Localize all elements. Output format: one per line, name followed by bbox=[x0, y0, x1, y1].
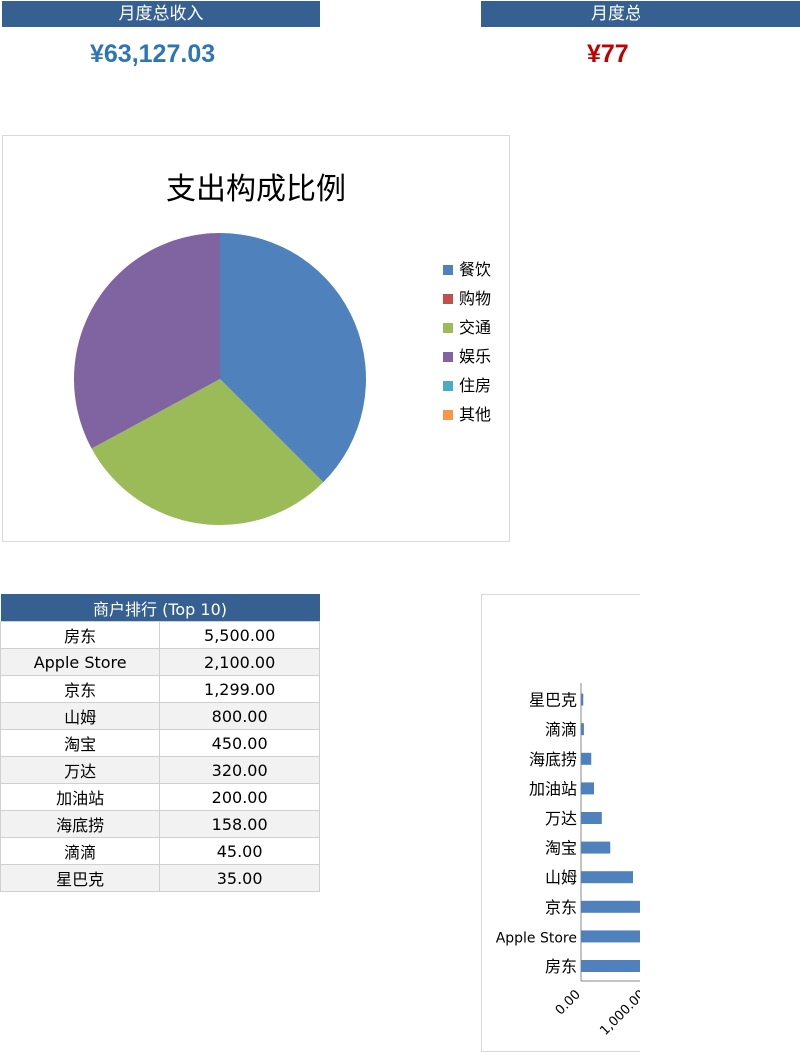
legend-swatch bbox=[443, 294, 453, 304]
table-row: 海底捞 158.00 bbox=[0, 810, 320, 838]
table-row: 加油站 200.00 bbox=[0, 783, 320, 811]
table-row: 房东 5,500.00 bbox=[0, 621, 320, 649]
bar-淘宝 bbox=[581, 841, 611, 854]
bar-京东 bbox=[581, 900, 652, 913]
legend-label: 餐饮 bbox=[459, 260, 492, 279]
income-header: 月度总收入 bbox=[2, 1, 320, 27]
merchant-amount: 320.00 bbox=[159, 756, 320, 784]
income-value: ¥63,127.03 bbox=[90, 40, 216, 68]
legend-label: 购物 bbox=[459, 289, 492, 308]
bar-label: 加油站 bbox=[529, 779, 577, 798]
merchant-name: 滴滴 bbox=[0, 837, 161, 865]
merchant-amount: 1,299.00 bbox=[159, 675, 320, 703]
merchant-name: 京东 bbox=[0, 675, 161, 703]
merchant-table: 商户排行 (Top 10) 房东 5,500.00 Apple Store 2,100… bbox=[0, 594, 320, 892]
bar-山姆 bbox=[581, 871, 633, 884]
merchant-name: 淘宝 bbox=[0, 729, 161, 757]
bar-海底捞 bbox=[581, 752, 592, 765]
bar-label: 京东 bbox=[545, 898, 577, 917]
merchant-name: 山姆 bbox=[0, 702, 161, 730]
merchant-name: Apple Store bbox=[0, 648, 161, 676]
x-tick-label: 0.00 bbox=[553, 987, 584, 1018]
legend-swatch bbox=[443, 381, 453, 391]
merchant-amount: 45.00 bbox=[159, 837, 320, 865]
legend-swatch bbox=[443, 265, 453, 275]
bar-label: 淘宝 bbox=[545, 839, 577, 858]
bar-Apple Store bbox=[581, 930, 652, 943]
merchant-name: 星巴克 bbox=[0, 864, 161, 892]
pie-slice-餐饮 bbox=[220, 233, 366, 483]
legend-swatch bbox=[443, 352, 453, 362]
merchant-amount: 2,100.00 bbox=[159, 648, 320, 676]
clipped-area bbox=[640, 0, 800, 1053]
table-row: Apple Store 2,100.00 bbox=[0, 648, 320, 676]
bar-万达 bbox=[581, 812, 602, 824]
header-overlay bbox=[640, 1, 800, 27]
bar-label: 滴滴 bbox=[545, 720, 577, 739]
bar-加油站 bbox=[581, 782, 594, 795]
merchant-amount: 5,500.00 bbox=[159, 621, 320, 649]
legend-item: 交通 bbox=[443, 314, 491, 338]
merchant-amount: 158.00 bbox=[159, 810, 320, 838]
table-row: 万达 320.00 bbox=[0, 756, 320, 784]
bar-label: 房东 bbox=[545, 957, 577, 976]
legend-label: 娱乐 bbox=[459, 347, 492, 366]
bar-房东 bbox=[581, 960, 652, 972]
merchant-name: 房东 bbox=[0, 621, 161, 649]
table-row: 京东 1,299.00 bbox=[0, 675, 320, 703]
legend-swatch bbox=[443, 410, 453, 420]
merchant-name: 加油站 bbox=[0, 783, 161, 811]
merchant-amount: 200.00 bbox=[159, 783, 320, 811]
table-row: 星巴克 35.00 bbox=[0, 864, 320, 892]
legend-swatch bbox=[443, 323, 453, 333]
bar-label: 万达 bbox=[545, 809, 577, 828]
bar-星巴克 bbox=[581, 693, 584, 706]
table-row: 山姆 800.00 bbox=[0, 702, 320, 730]
legend-item: 住房 bbox=[443, 372, 491, 396]
pie-slice-娱乐 bbox=[73, 233, 220, 449]
merchant-amount: 35.00 bbox=[159, 864, 320, 892]
merchant-amount: 450.00 bbox=[159, 729, 320, 757]
legend-item: 购物 bbox=[443, 285, 491, 309]
legend-item: 娱乐 bbox=[443, 343, 491, 367]
legend-item: 餐饮 bbox=[443, 256, 491, 280]
bar-chart: 房东 Apple Store 京东 山姆 淘宝 万达 加油站 海底捞 滴滴 星巴克 0.00 1,00… bbox=[481, 594, 652, 1052]
bar-label: 山姆 bbox=[545, 868, 577, 887]
merchant-amount: 800.00 bbox=[159, 702, 320, 730]
table-row: 淘宝 450.00 bbox=[0, 729, 320, 757]
merchant-name: 海底捞 bbox=[0, 810, 161, 838]
legend-label: 其他 bbox=[459, 405, 492, 424]
legend-label: 交通 bbox=[459, 318, 492, 337]
bar-滴滴 bbox=[581, 723, 584, 736]
table-row: 滴滴 45.00 bbox=[0, 837, 320, 865]
bar-label: Apple Store bbox=[496, 930, 577, 946]
table-title: 商户排行 (Top 10) bbox=[0, 594, 320, 622]
expense-value: ¥77 bbox=[587, 40, 629, 68]
bar-label: 星巴克 bbox=[529, 691, 577, 710]
legend-item: 其他 bbox=[443, 401, 491, 425]
pie-title: 支出构成比例 bbox=[166, 172, 346, 207]
merchant-name: 万达 bbox=[0, 756, 161, 784]
bar-label: 海底捞 bbox=[529, 750, 577, 769]
pie-chart: 支出构成比例 餐饮购物交通娱乐住房其他 bbox=[2, 135, 510, 542]
legend-label: 住房 bbox=[459, 376, 492, 395]
pie-slice-交通 bbox=[91, 379, 324, 525]
